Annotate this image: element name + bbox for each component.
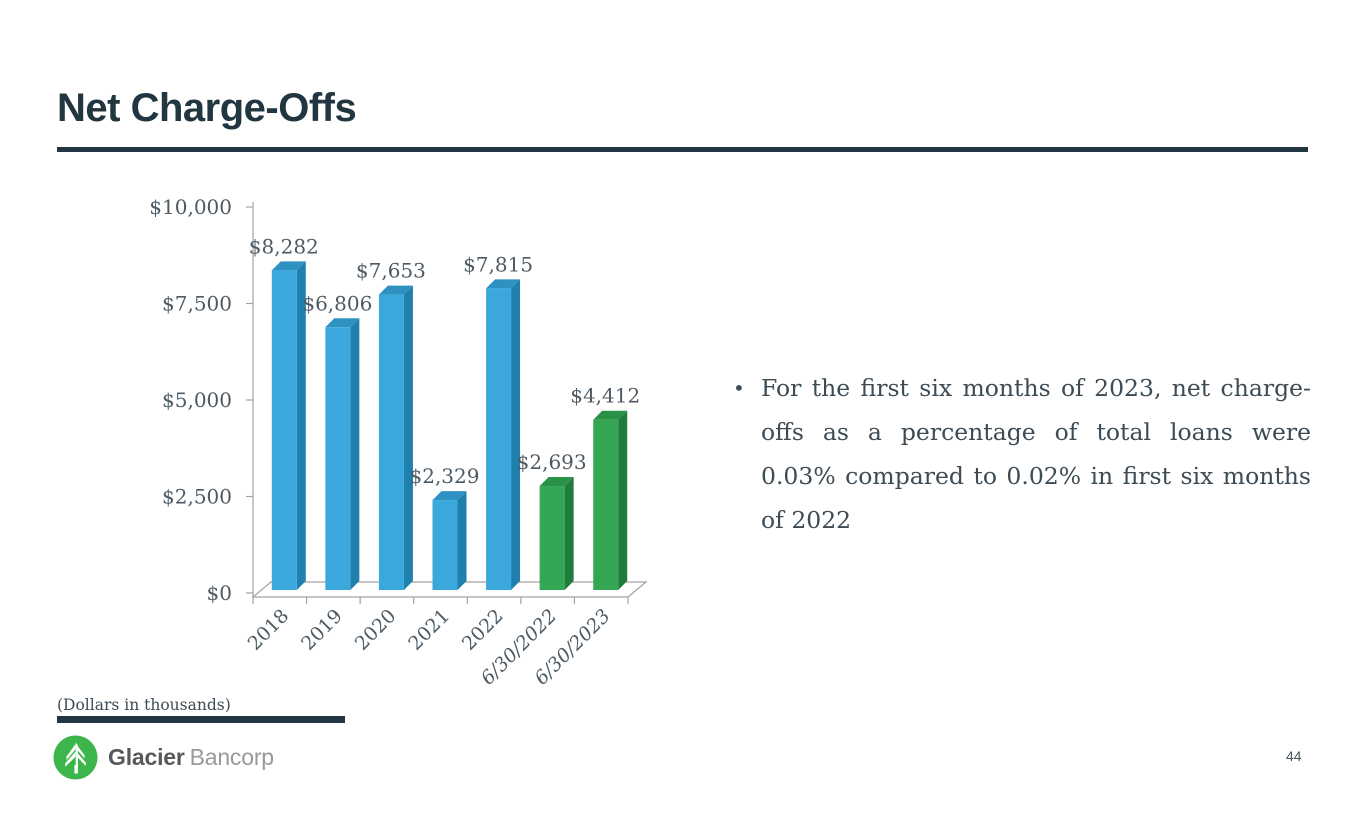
x-axis-label-text: 2022 [458,605,508,655]
evergreen-tree-icon [53,735,98,780]
bar [271,270,297,590]
x-axis-label: 2022 [458,605,508,655]
bar-value-label: $7,653 [356,259,426,283]
bar-top-face [486,279,521,289]
x-axis-label: 2019 [297,605,347,655]
bullet-marker: • [733,376,745,400]
glacier-bancorp-logo: Glacier Bancorp [53,735,274,780]
bar-side-face [403,285,413,590]
bar-value-label: $6,806 [302,291,372,315]
bar [486,288,512,590]
bar-value-label: $2,693 [517,450,587,474]
bar-top-face [325,318,360,328]
bar [593,419,619,590]
units-footnote: (Dollars in thousands) [57,696,231,714]
bar-value-label: $4,412 [570,384,640,408]
bar-value-label: $2,329 [410,464,480,488]
y-axis-label: $2,500 [162,485,232,509]
net-charge-offs-chart: $10,000 $7,500 $5,000 $2,500 $0 $8,282 2018 $6,… [149,195,648,689]
bar [539,486,565,590]
page-title: Net Charge-Offs [57,86,357,130]
bar-value-label: $7,815 [463,252,533,276]
bar-side-face [296,261,306,590]
commentary-bullet-item: • For the first six months of 2023, net … [733,366,1311,542]
bar-top-face [539,477,574,487]
x-axis-label: 2018 [244,605,294,655]
logo-word-glacier: Glacier [108,744,185,770]
bar-top-face [432,491,467,501]
bar [378,294,404,590]
page-number: 44 [1286,748,1302,764]
bar [432,500,458,590]
bar-value-label: $8,282 [249,234,319,258]
x-axis-label-text: 2018 [244,605,294,655]
y-axis-label: $0 [207,581,232,605]
x-axis-label-text: 2021 [404,605,454,655]
logo-wordmark: Glacier Bancorp [108,744,274,771]
y-axis-label: $7,500 [162,292,232,316]
x-axis-label-text: 2019 [297,605,347,655]
y-axis-label: $5,000 [162,388,232,412]
bar-side-face [618,410,628,590]
bar-top-face [593,410,628,420]
title-underline [57,147,1308,152]
footer-rule [57,716,345,723]
x-axis-label: 2020 [351,605,401,655]
x-axis-label-text: 2020 [351,605,401,655]
bar-side-face [457,491,467,590]
bar-top-face [378,285,413,295]
x-axis-label: 2021 [404,605,454,655]
bar-top-face [271,261,306,271]
bar-side-face [511,279,521,590]
y-axis-label: $10,000 [149,195,232,219]
bar [325,327,351,590]
commentary-text: For the first six months of 2023, net ch… [761,374,1311,534]
bar-side-face [350,318,360,590]
bar-side-face [564,477,574,590]
logo-word-bancorp: Bancorp [189,744,274,770]
